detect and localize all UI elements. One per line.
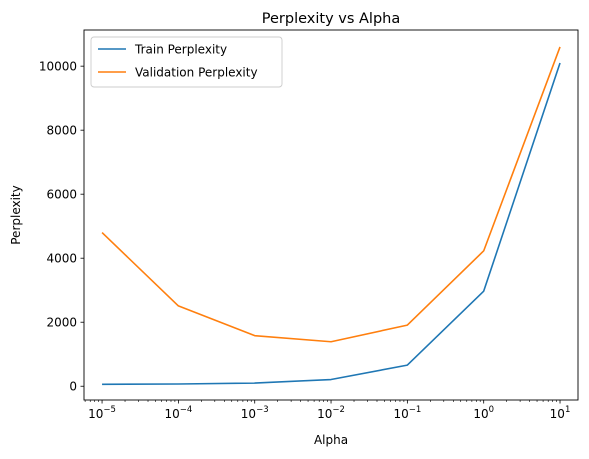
y-tick-label: 0 [69,380,77,394]
x-axis-label: Alpha [314,433,348,447]
x-tick-base: 10 [317,407,332,421]
x-tick-base: 10 [473,407,488,421]
x-tick-exponent: −1 [409,405,422,415]
chart-title: Perplexity vs Alpha [262,11,400,27]
y-tick-label: 6000 [46,187,77,201]
legend-label-1: Validation Perplexity [135,65,258,79]
x-tick-exponent: 1 [565,405,570,415]
x-tick-exponent: −3 [256,405,269,415]
x-tick-base: 10 [88,407,103,421]
x-tick-base: 10 [164,407,179,421]
x-tick-base: 10 [393,407,408,421]
x-tick-base: 10 [241,407,256,421]
x-tick-exponent: 0 [489,405,494,415]
x-tick-exponent: −4 [180,405,193,415]
x-tick-base: 10 [550,407,565,421]
y-tick-label: 8000 [46,123,77,137]
legend: Train Perplexity Validation Perplexity [91,37,282,87]
legend-label-0: Train Perplexity [134,42,227,56]
y-tick-label: 10000 [39,59,77,73]
x-tick-exponent: −2 [332,405,345,415]
y-tick-label: 2000 [46,316,77,330]
y-axis-label: Perplexity [9,185,23,245]
x-tick-exponent: −5 [103,405,116,415]
y-tick-label: 4000 [46,252,77,266]
